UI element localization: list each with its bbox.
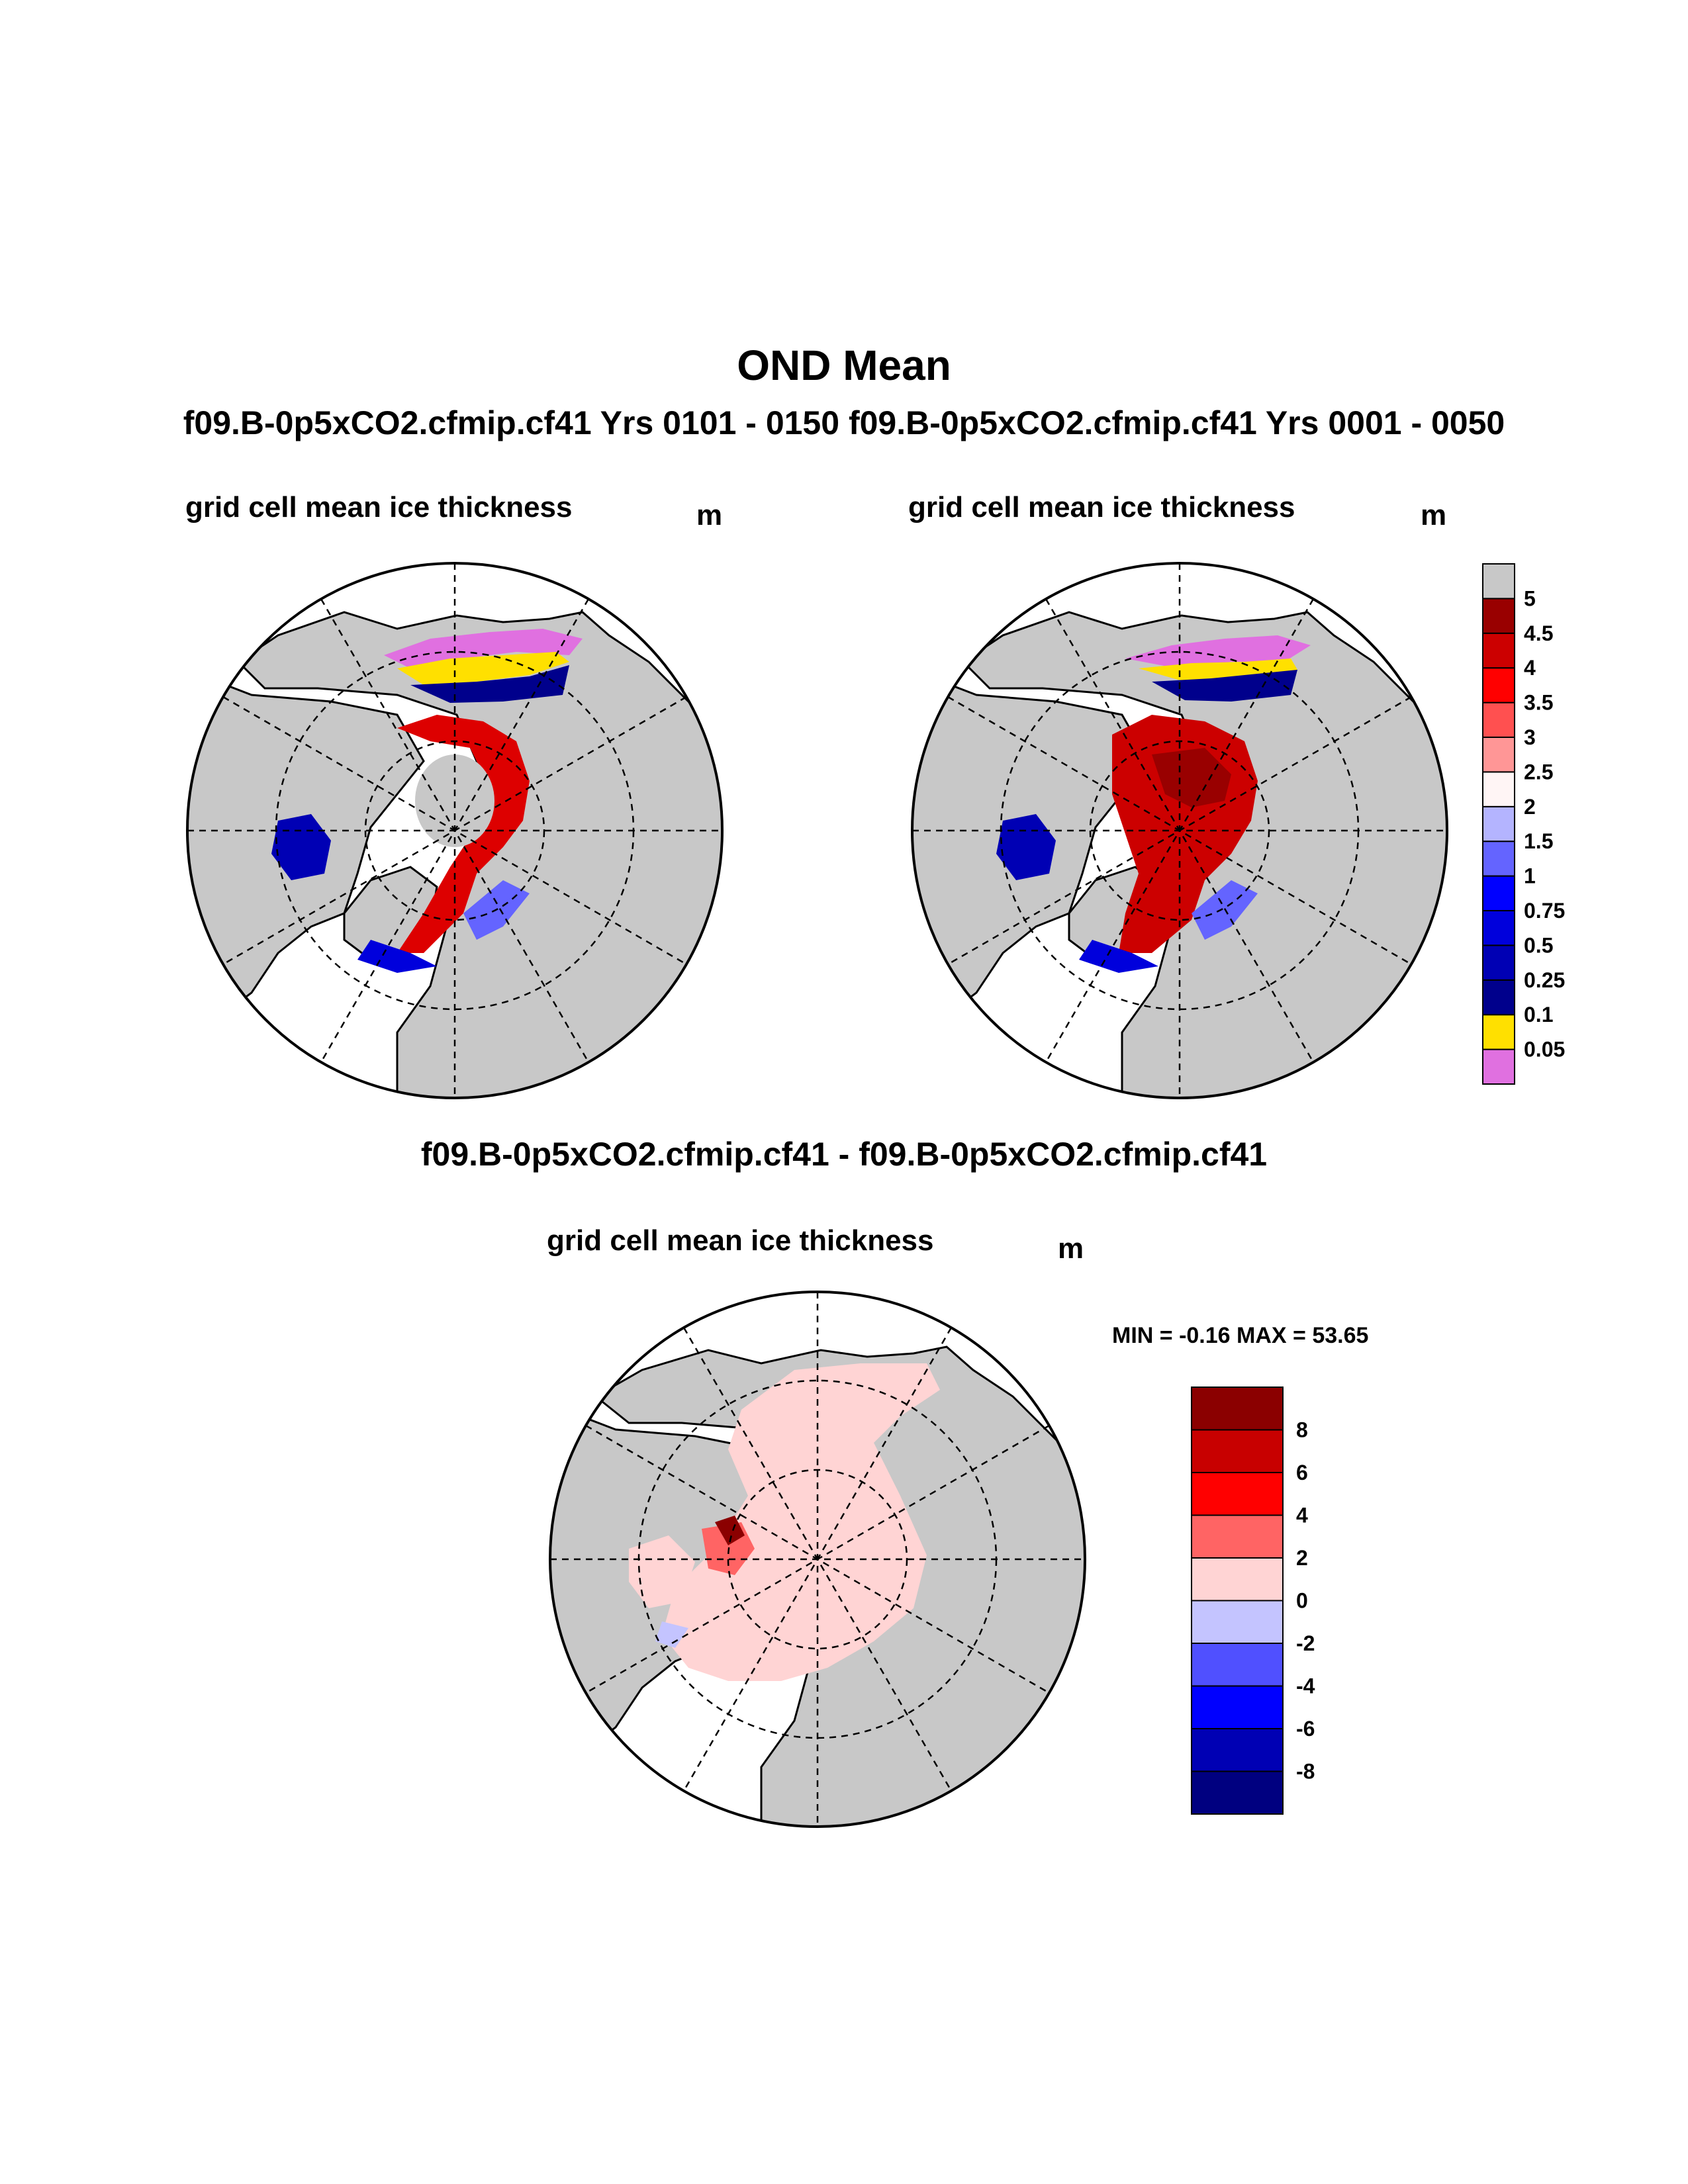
- colorbar-thickness-swatch: [1482, 1014, 1515, 1050]
- diff-negative-edge: [655, 1621, 688, 1648]
- colorbar-thickness-swatch: [1482, 1048, 1515, 1085]
- colorbar-difference-tick-label: 0: [1296, 1589, 1308, 1613]
- colorbar-difference-swatch: [1191, 1685, 1284, 1729]
- diff-arctic-positive: [662, 1363, 940, 1681]
- colorbar-thickness-tick-label: 2: [1524, 795, 1536, 819]
- panel1-title: grid cell mean ice thickness: [185, 491, 573, 523]
- colorbar-thickness-tick-label: 2.5: [1524, 760, 1553, 784]
- colorbar-thickness-swatch: [1482, 598, 1515, 634]
- colorbar-thickness-tick-label: 4: [1524, 656, 1536, 680]
- colorbar-difference-tick-label: 8: [1296, 1418, 1308, 1442]
- colorbar-thickness-tick-label: 3.5: [1524, 691, 1553, 715]
- colorbar-difference-swatch: [1191, 1600, 1284, 1644]
- panel3-title: grid cell mean ice thickness: [547, 1224, 934, 1257]
- colorbar-difference-swatch: [1191, 1514, 1284, 1559]
- panel1-units: m: [696, 499, 723, 531]
- colorbar-thickness-tick-label: 0.75: [1524, 899, 1565, 923]
- colorbar-thickness-tick-label: 0.25: [1524, 968, 1565, 992]
- colorbar-thickness-swatch: [1482, 737, 1515, 773]
- colorbar-difference-swatch: [1191, 1557, 1284, 1602]
- colorbar-difference-swatch: [1191, 1472, 1284, 1516]
- colorbar-thickness-swatch: [1482, 771, 1515, 807]
- panel2-title: grid cell mean ice thickness: [908, 491, 1295, 523]
- colorbar-thickness-swatch: [1482, 563, 1515, 600]
- colorbar-thickness-swatch: [1482, 805, 1515, 842]
- colorbar-thickness-swatch: [1482, 667, 1515, 704]
- colorbar-difference-tick-label: -4: [1296, 1674, 1315, 1698]
- pole-region: [415, 754, 494, 847]
- colorbar-difference: -8 -6 -4 -2 0 2 4 6 8: [1191, 1387, 1315, 1815]
- colorbar-thickness-tick-label: 1: [1524, 864, 1536, 888]
- colorbar-thickness-swatch: [1482, 944, 1515, 981]
- colorbar-thickness-swatch: [1482, 841, 1515, 877]
- ice-okhotsk-band: [397, 652, 569, 685]
- colorbar-thickness-tick-label: 0.05: [1524, 1038, 1565, 1062]
- polar-map-case2: [911, 562, 1448, 1099]
- colorbar-difference-tick-label: 2: [1296, 1546, 1308, 1570]
- ice-okhotsk-edge: [384, 629, 583, 668]
- ice-okhotsk-edge: [1125, 635, 1311, 668]
- colorbar-thickness-swatch: [1482, 979, 1515, 1016]
- colorbar-thickness-swatch: [1482, 702, 1515, 738]
- ice-arctic-thick: [397, 715, 530, 953]
- colorbar-thickness-tick-label: 4.5: [1524, 621, 1553, 645]
- ice-okhotsk-core: [1152, 670, 1297, 702]
- colorbar-thickness-tick-label: 0.5: [1524, 933, 1553, 957]
- colorbar-thickness-swatch: [1482, 910, 1515, 946]
- colorbar-difference-tick-label: 6: [1296, 1461, 1308, 1484]
- colorbar-difference-swatch: [1191, 1643, 1284, 1687]
- panel3-units: m: [1058, 1232, 1084, 1265]
- colorbar-thickness-swatch: [1482, 875, 1515, 911]
- colorbar-difference-tick-label: -2: [1296, 1631, 1315, 1655]
- panel2-units: m: [1421, 499, 1447, 531]
- diff-hudson-positive: [629, 1535, 695, 1608]
- page-title: OND Mean: [737, 341, 951, 389]
- colorbar-difference-tick-label: -8: [1296, 1760, 1315, 1784]
- colorbar-thickness-swatch: [1482, 632, 1515, 669]
- page-subtitle: f09.B-0p5xCO2.cfmip.cf41 Yrs 0101 - 0150…: [183, 404, 1505, 441]
- ice-arctic-thickest: [1152, 748, 1231, 807]
- colorbar-thickness-tick-label: 1.5: [1524, 829, 1553, 853]
- min-max-stats: MIN = -0.16 MAX = 53.65: [1112, 1323, 1369, 1348]
- diff-archipelago-8: [715, 1516, 745, 1545]
- polar-map-case1: [186, 562, 724, 1099]
- polar-map-difference: [549, 1291, 1086, 1828]
- colorbar-difference-swatch: [1191, 1770, 1284, 1815]
- difference-title: f09.B-0p5xCO2.cfmip.cf41 - f09.B-0p5xCO2…: [420, 1136, 1268, 1173]
- ice-okhotsk-core: [410, 665, 569, 703]
- colorbar-thickness-tick-label: 3: [1524, 725, 1536, 749]
- colorbar-thickness: 0.05 0.1 0.25 0.5 0.75 1 1.5 2 2.5 3 3.5 4 4.5 5: [1482, 563, 1565, 1085]
- colorbar-difference-tick-label: -6: [1296, 1717, 1315, 1741]
- colorbar-thickness-tick-label: 0.1: [1524, 1003, 1553, 1026]
- ice-baffin: [1079, 940, 1158, 973]
- colorbar-thickness-tick-label: 5: [1524, 586, 1536, 610]
- colorbar-difference-swatch: [1191, 1429, 1284, 1473]
- colorbar-difference-swatch: [1191, 1387, 1284, 1431]
- colorbar-difference-swatch: [1191, 1728, 1284, 1772]
- colorbar-difference-tick-label: 4: [1296, 1504, 1308, 1527]
